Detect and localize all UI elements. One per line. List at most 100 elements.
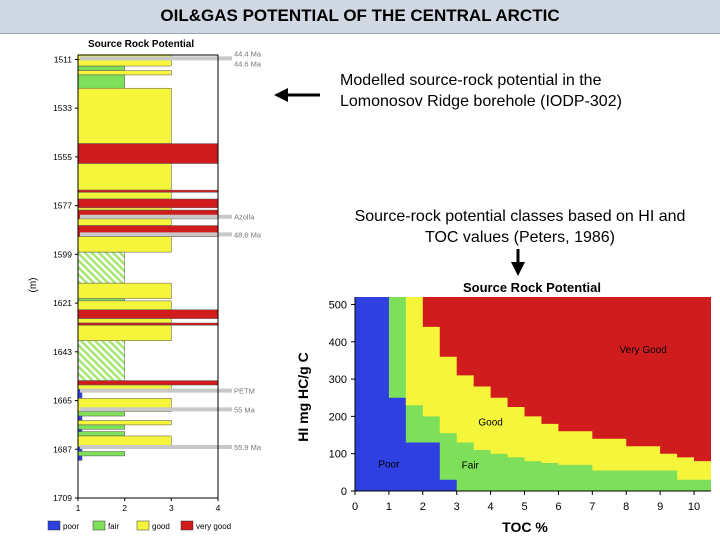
- borehole-interval-bar: [77, 87, 172, 144]
- legend-label: poor: [63, 522, 79, 531]
- horizon-label: PETM: [234, 387, 255, 396]
- region-very-good: [355, 297, 711, 462]
- borehole-interval-bar: [77, 300, 172, 310]
- borehole-chart-title: Source Rock Potential: [88, 39, 194, 50]
- hi-toc-y-tick-label: 400: [329, 337, 347, 349]
- borehole-interval-bar: [77, 429, 83, 432]
- borehole-y-tick-label: 1533: [53, 103, 72, 113]
- hi-toc-x-tick-label: 2: [420, 501, 426, 513]
- hi-toc-x-tick-label: 10: [688, 501, 700, 513]
- borehole-y-tick-label: 1665: [53, 396, 72, 406]
- borehole-legend: poor fair good very good: [47, 520, 231, 531]
- caption-borehole: Modelled source-rock potential in the Lo…: [340, 70, 700, 112]
- borehole-y-tick-label: 1643: [53, 347, 72, 357]
- hi-toc-x-tick-label: 9: [657, 501, 663, 513]
- hi-toc-y-tick-label: 300: [329, 374, 347, 386]
- borehole-interval-bar: [77, 309, 219, 319]
- caption-borehole-line1: Modelled source-rock potential in the: [340, 72, 602, 89]
- borehole-interval-bar: [77, 218, 172, 226]
- title-bar: OIL&GAS POTENTIAL OF THE CENTRAL ARCTIC: [0, 0, 720, 34]
- legend-swatch: [180, 520, 194, 531]
- borehole-interval-bar: [77, 340, 125, 381]
- page-title: OIL&GAS POTENTIAL OF THE CENTRAL ARCTIC: [160, 6, 560, 25]
- legend-swatch: [136, 520, 150, 531]
- borehole-interval-bar: [77, 431, 125, 437]
- caption-classes: Source-rock potential classes based on H…: [322, 206, 718, 248]
- borehole-interval-bar: [77, 298, 125, 302]
- borehole-axes: 1511 1533 1555 1577 1599 1621 1643 1665 1687 1709…: [53, 54, 221, 513]
- caption-classes-line2: TOC values (Peters, 1986): [424, 229, 615, 246]
- legend-label: very good: [196, 522, 231, 531]
- borehole-x-tick-label: 1: [76, 503, 81, 513]
- hi-toc-x-tick-label: 8: [623, 501, 629, 513]
- hi-toc-regions: [355, 297, 711, 491]
- borehole-interval-bar: [77, 324, 172, 341]
- horizon-label: 55 Ma: [234, 405, 256, 414]
- borehole-y-tick-label: 1687: [53, 444, 72, 454]
- hi-toc-y-tick-label: 500: [329, 299, 347, 311]
- caption-classes-line1: Source-rock potential classes based on H…: [354, 208, 686, 225]
- borehole-interval-bar: [77, 420, 172, 426]
- borehole-y-tick-label: 1511: [54, 54, 73, 64]
- hi-toc-region-labels: Very Good Good Fair Poor: [378, 345, 666, 472]
- hi-toc-x-tick-label: 1: [386, 501, 392, 513]
- hi-toc-chart: Source Rock Potential TOC % HI mg HC/g C…: [295, 280, 711, 535]
- arrow-left-icon: [274, 88, 320, 102]
- hi-toc-x-tick-label: 6: [555, 501, 561, 513]
- hi-toc-y-tick-label: 0: [341, 486, 347, 498]
- hi-toc-x-axis-label: TOC %: [502, 519, 548, 535]
- legend-swatch: [92, 520, 106, 531]
- borehole-y-tick-label: 1577: [53, 201, 72, 211]
- legend-label: good: [152, 522, 170, 531]
- region-label: Very Good: [620, 345, 667, 356]
- borehole-x-tick-label: 2: [122, 503, 127, 513]
- region-label: Poor: [378, 459, 400, 470]
- hi-toc-y-tick-label: 200: [329, 411, 347, 423]
- borehole-x-tick-label: 3: [169, 503, 174, 513]
- borehole-interval-bar: [77, 74, 125, 89]
- horizon-label: 48.6 Ma: [234, 230, 262, 239]
- borehole-interval-bar: [77, 65, 125, 71]
- caption-borehole-line2: Lomonosov Ridge borehole (IODP-302): [340, 93, 622, 110]
- hi-toc-x-tick-label: 0: [352, 501, 358, 513]
- borehole-interval-bar: [77, 189, 219, 193]
- borehole-interval-bar: [77, 251, 125, 284]
- hi-toc-y-axis-label: HI mg HC/g C: [295, 352, 311, 441]
- borehole-interval-bar: [77, 70, 172, 76]
- region-label: Fair: [462, 461, 480, 472]
- region-label: Good: [478, 418, 502, 429]
- borehole-interval-bar: [77, 282, 172, 299]
- borehole-interval-bar: [77, 207, 172, 211]
- legend-swatch: [47, 520, 61, 531]
- borehole-interval-bar: [77, 192, 172, 200]
- horizon-label: Azolla: [234, 213, 255, 222]
- borehole-interval-bar: [77, 455, 83, 461]
- borehole-y-axis-label: (m): [28, 278, 39, 293]
- borehole-x-tick-label: 4: [216, 503, 221, 513]
- borehole-interval-bar: [77, 322, 219, 326]
- borehole-interval-bar: [77, 380, 219, 386]
- borehole-interval-bar: [77, 411, 125, 417]
- borehole-interval-bar: [77, 318, 172, 324]
- legend-label: fair: [108, 522, 119, 531]
- borehole-y-tick-label: 1709: [53, 493, 72, 503]
- hi-toc-x-tick-label: 5: [521, 501, 527, 513]
- hi-toc-x-tick-label: 4: [488, 501, 494, 513]
- horizon-label: 44.4 Ma: [234, 49, 262, 58]
- borehole-interval-bar: [77, 424, 125, 430]
- borehole-interval-bar: [77, 198, 219, 209]
- borehole-frame: [77, 54, 219, 499]
- arrow-down-icon: [511, 249, 525, 276]
- hi-toc-x-tick-label: 3: [454, 501, 460, 513]
- hi-toc-y-tick-label: 100: [329, 449, 347, 461]
- horizon-label: 55.9 Ma: [234, 443, 262, 452]
- horizon-label: 44.6 Ma: [234, 59, 262, 68]
- borehole-y-tick-label: 1621: [53, 298, 72, 308]
- hi-toc-x-tick-label: 7: [589, 501, 595, 513]
- borehole-interval-bar: [77, 236, 172, 253]
- borehole-interval-bar: [77, 59, 172, 67]
- borehole-interval-bar: [77, 143, 219, 164]
